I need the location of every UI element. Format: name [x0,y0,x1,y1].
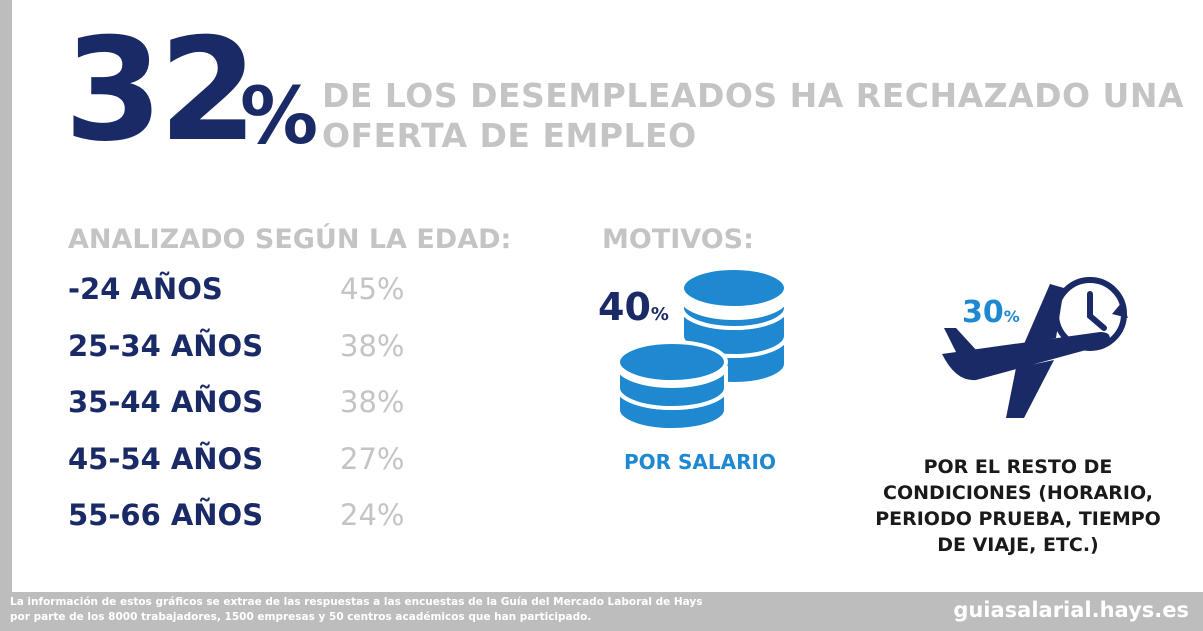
age-row: 25-34 AÑOS 38% [68,329,428,386]
headline-line: DE LOS DESEMPLEADOS HA RECHAZADO UNA [322,76,1184,115]
headline-text: DE LOS DESEMPLEADOS HA RECHAZADO UNA OFE… [322,76,1184,156]
headline-number: 32 [64,8,258,173]
age-percent-value: 27% [340,441,405,476]
age-percent-value: 24% [340,498,405,532]
footer-note-line: por parte de los 8000 trabajadores, 1500… [10,611,592,623]
age-section-title: ANALIZADO SEGÚN LA EDAD: [68,224,512,255]
age-row: 45-54 AÑOS 27% [68,442,428,499]
age-percent-value: 38% [340,328,405,363]
age-list: -24 AÑOS 45% 25-34 AÑOS 38% 35-44 AÑOS 3… [68,272,428,555]
other-label-line: PERIODO PRUEBA, TIEMPO [875,508,1161,530]
other-percent: 30% [962,298,1020,328]
age-percent-value: 45% [340,272,405,306]
age-row: 35-44 AÑOS 38% [68,385,428,442]
footer-url: guiasalarial.hays.es [953,598,1189,622]
salary-label: POR SALARIO [624,450,776,474]
other-percent-number: 30 [962,295,1004,330]
salary-percent-number: 40 [598,285,651,329]
other-label-line: DE VIAJE, ETC.) [937,534,1099,556]
age-range-label: -24 AÑOS [68,272,223,306]
motivos-section-title: MOTIVOS: [602,224,754,255]
age-row: 55-66 AÑOS 24% [68,498,428,555]
plane-clock-icon [942,277,1128,418]
footer-note-line: La información de estos gráficos se extr… [10,596,703,608]
headline-percent-sign: % [240,72,319,162]
other-percent-sign: % [1003,307,1020,326]
salary-percent: 40% [598,288,669,326]
other-conditions-label: POR EL RESTO DE CONDICIONES (HORARIO, PE… [848,454,1188,558]
age-range-label: 45-54 AÑOS [68,441,264,476]
age-row: -24 AÑOS 45% [68,272,428,329]
footer-source-note: La información de estos gráficos se extr… [10,595,830,625]
age-range-label: 25-34 AÑOS [68,328,264,363]
age-range-label: 35-44 AÑOS [68,385,264,419]
other-label-line: CONDICIONES (HORARIO, [883,482,1153,504]
other-label-line: POR EL RESTO DE [923,456,1113,478]
salary-percent-sign: % [650,304,669,325]
coins-icon [616,266,788,432]
infographic-card: 32 % DE LOS DESEMPLEADOS HA RECHAZADO UN… [12,0,1203,592]
age-percent-value: 38% [340,385,405,419]
age-range-label: 55-66 AÑOS [68,498,264,532]
headline-line: OFERTA DE EMPLEO [322,116,697,155]
